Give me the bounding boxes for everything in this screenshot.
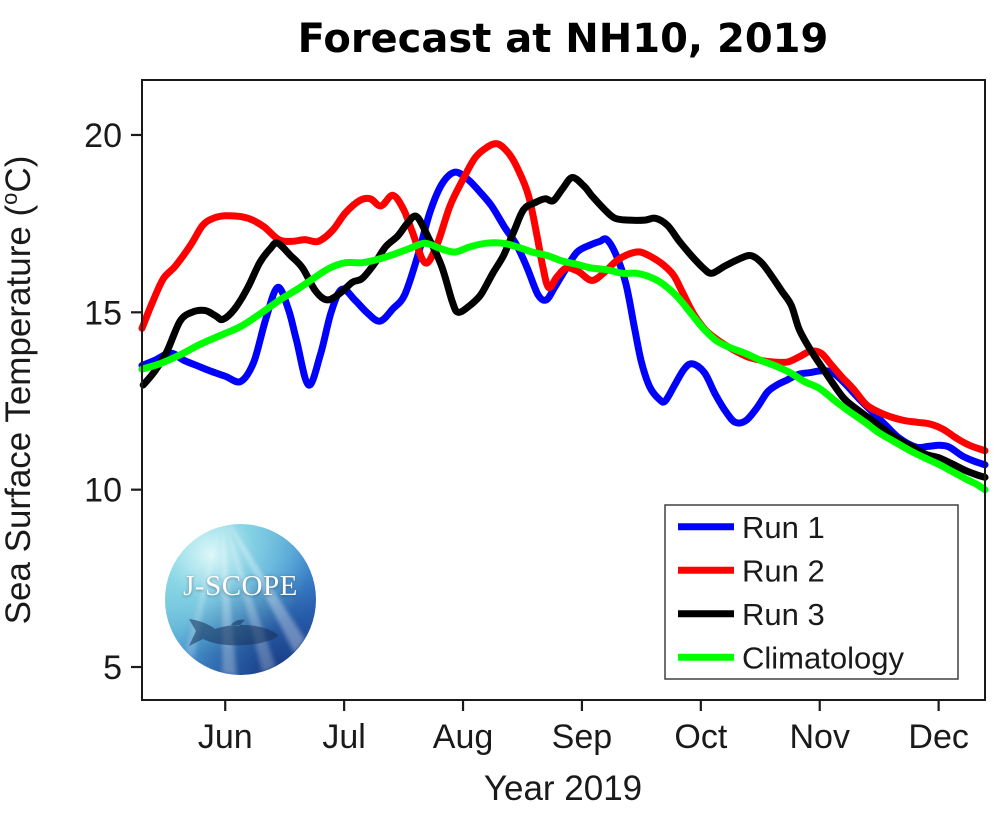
logo-light-rays — [165, 524, 316, 675]
x-tick-label: Sep — [552, 718, 613, 756]
fish-silhouette-icon — [189, 619, 278, 646]
x-tick-label: Nov — [789, 718, 849, 756]
y-axis-label: Sea Surface Temperature (oC) — [0, 156, 38, 625]
plot-border — [141, 79, 986, 701]
legend-entry-run-1: Run 1 — [742, 510, 825, 545]
series-climatology — [138, 239, 989, 494]
y-tick-label: 15 — [84, 294, 122, 332]
jscope-logo-text: J-SCOPE — [183, 570, 298, 602]
x-tick-label: Jul — [322, 718, 365, 756]
y-tick-label: 10 — [84, 472, 122, 510]
y-tick-label: 5 — [103, 649, 122, 687]
series-run-2 — [138, 140, 989, 455]
x-tick-label: Aug — [433, 718, 494, 756]
axes: Jun Jul Aug Sep Oct Nov Dec 5 10 15 20 — [84, 79, 986, 756]
legend-box — [664, 504, 959, 680]
chart-title: Forecast at NH10, 2019 — [298, 16, 829, 62]
x-tick-label: Dec — [908, 718, 968, 756]
series-run-1 — [138, 168, 989, 469]
x-axis-label: Year 2019 — [484, 769, 642, 808]
legend: Run 1 Run 2 Run 3 Climatology — [664, 504, 959, 680]
series-lines — [138, 140, 989, 494]
x-tick-label: Oct — [674, 718, 727, 756]
legend-entry-run-2: Run 2 — [742, 553, 825, 588]
legend-entry-run-3: Run 3 — [742, 597, 825, 632]
series-run-3 — [139, 174, 989, 481]
legend-entry-climatology: Climatology — [742, 640, 904, 675]
x-tick-label: Jun — [198, 718, 253, 756]
jscope-logo: J-SCOPE — [165, 524, 316, 675]
y-tick-label: 20 — [84, 117, 122, 155]
